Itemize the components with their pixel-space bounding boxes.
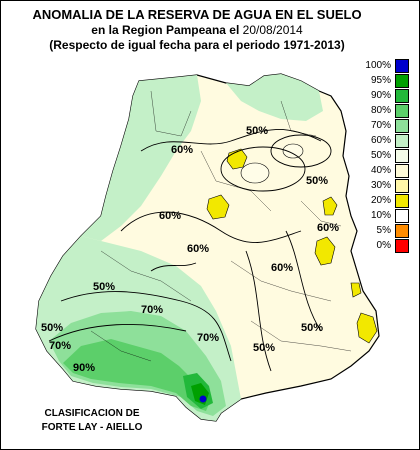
map-reference-period: (Respecto de igual fecha para el periodo… [49, 38, 345, 52]
legend-label: 60% [370, 135, 391, 146]
legend-swatch [395, 179, 409, 193]
legend-label: 90% [370, 90, 391, 101]
contour-label: 50% [253, 342, 275, 354]
map-title: ANOMALIA DE LA RESERVA DE AGUA EN EL SUE… [32, 7, 362, 22]
legend-swatch [395, 89, 409, 103]
zone-100 [199, 395, 207, 403]
legend-swatch [395, 149, 409, 163]
legend-swatch [395, 164, 409, 178]
contour-label: 50% [306, 175, 328, 187]
legend-label: 100% [365, 60, 391, 71]
contour-label: 60% [271, 262, 293, 274]
legend-swatch [395, 104, 409, 118]
legend-swatch [395, 194, 409, 208]
zone-green-80 [63, 339, 211, 411]
classification-credit-line1: CLASIFICACION DE [44, 408, 140, 419]
legend-swatch [395, 74, 409, 88]
legend-swatch [395, 209, 409, 223]
contour-label: 60% [187, 243, 209, 255]
contour-label: 60% [159, 210, 181, 222]
legend-label: 40% [370, 165, 391, 176]
legend-label: 95% [370, 75, 391, 86]
contour-label: 50% [246, 125, 268, 137]
classification-credit-line2: FORTE LAY - AIELLO [41, 422, 143, 433]
legend-label: 80% [370, 105, 391, 116]
legend-swatch [395, 224, 409, 238]
zone-green-northeast [226, 74, 323, 121]
map-date: 20/08/2014 [242, 23, 303, 37]
contour-label: 50% [41, 322, 63, 334]
contour-label: 70% [141, 304, 163, 316]
contour-label: 60% [317, 222, 339, 234]
legend-label: 0% [376, 240, 391, 251]
legend-swatch [395, 119, 409, 133]
dry-spots [206, 148, 378, 344]
contour-label: 60% [171, 144, 193, 156]
legend-label: 5% [376, 225, 391, 236]
contour-label: 70% [197, 332, 219, 344]
legend-label: 20% [370, 195, 391, 206]
legend-swatch [395, 134, 409, 148]
contour-label: 70% [49, 340, 71, 352]
legend-label: 70% [370, 120, 391, 131]
legend-swatch [395, 59, 409, 73]
legend-label: 10% [370, 210, 391, 221]
contour-label: 90% [73, 362, 95, 374]
wet-lakes [240, 143, 304, 184]
legend-swatch [395, 239, 409, 253]
zone-green-north [81, 75, 201, 241]
contour-label: 50% [301, 322, 323, 334]
legend-label: 50% [370, 150, 391, 161]
contour-lines [48, 129, 332, 372]
map-subtitle: en la Region Pampeana el 20/08/2014 [1, 23, 393, 37]
map-subtitle-prefix: en la Region Pampeana el [91, 23, 240, 37]
contour-label: 50% [93, 281, 115, 293]
district-boundaries [90, 90, 352, 362]
legend-label: 30% [370, 180, 391, 191]
